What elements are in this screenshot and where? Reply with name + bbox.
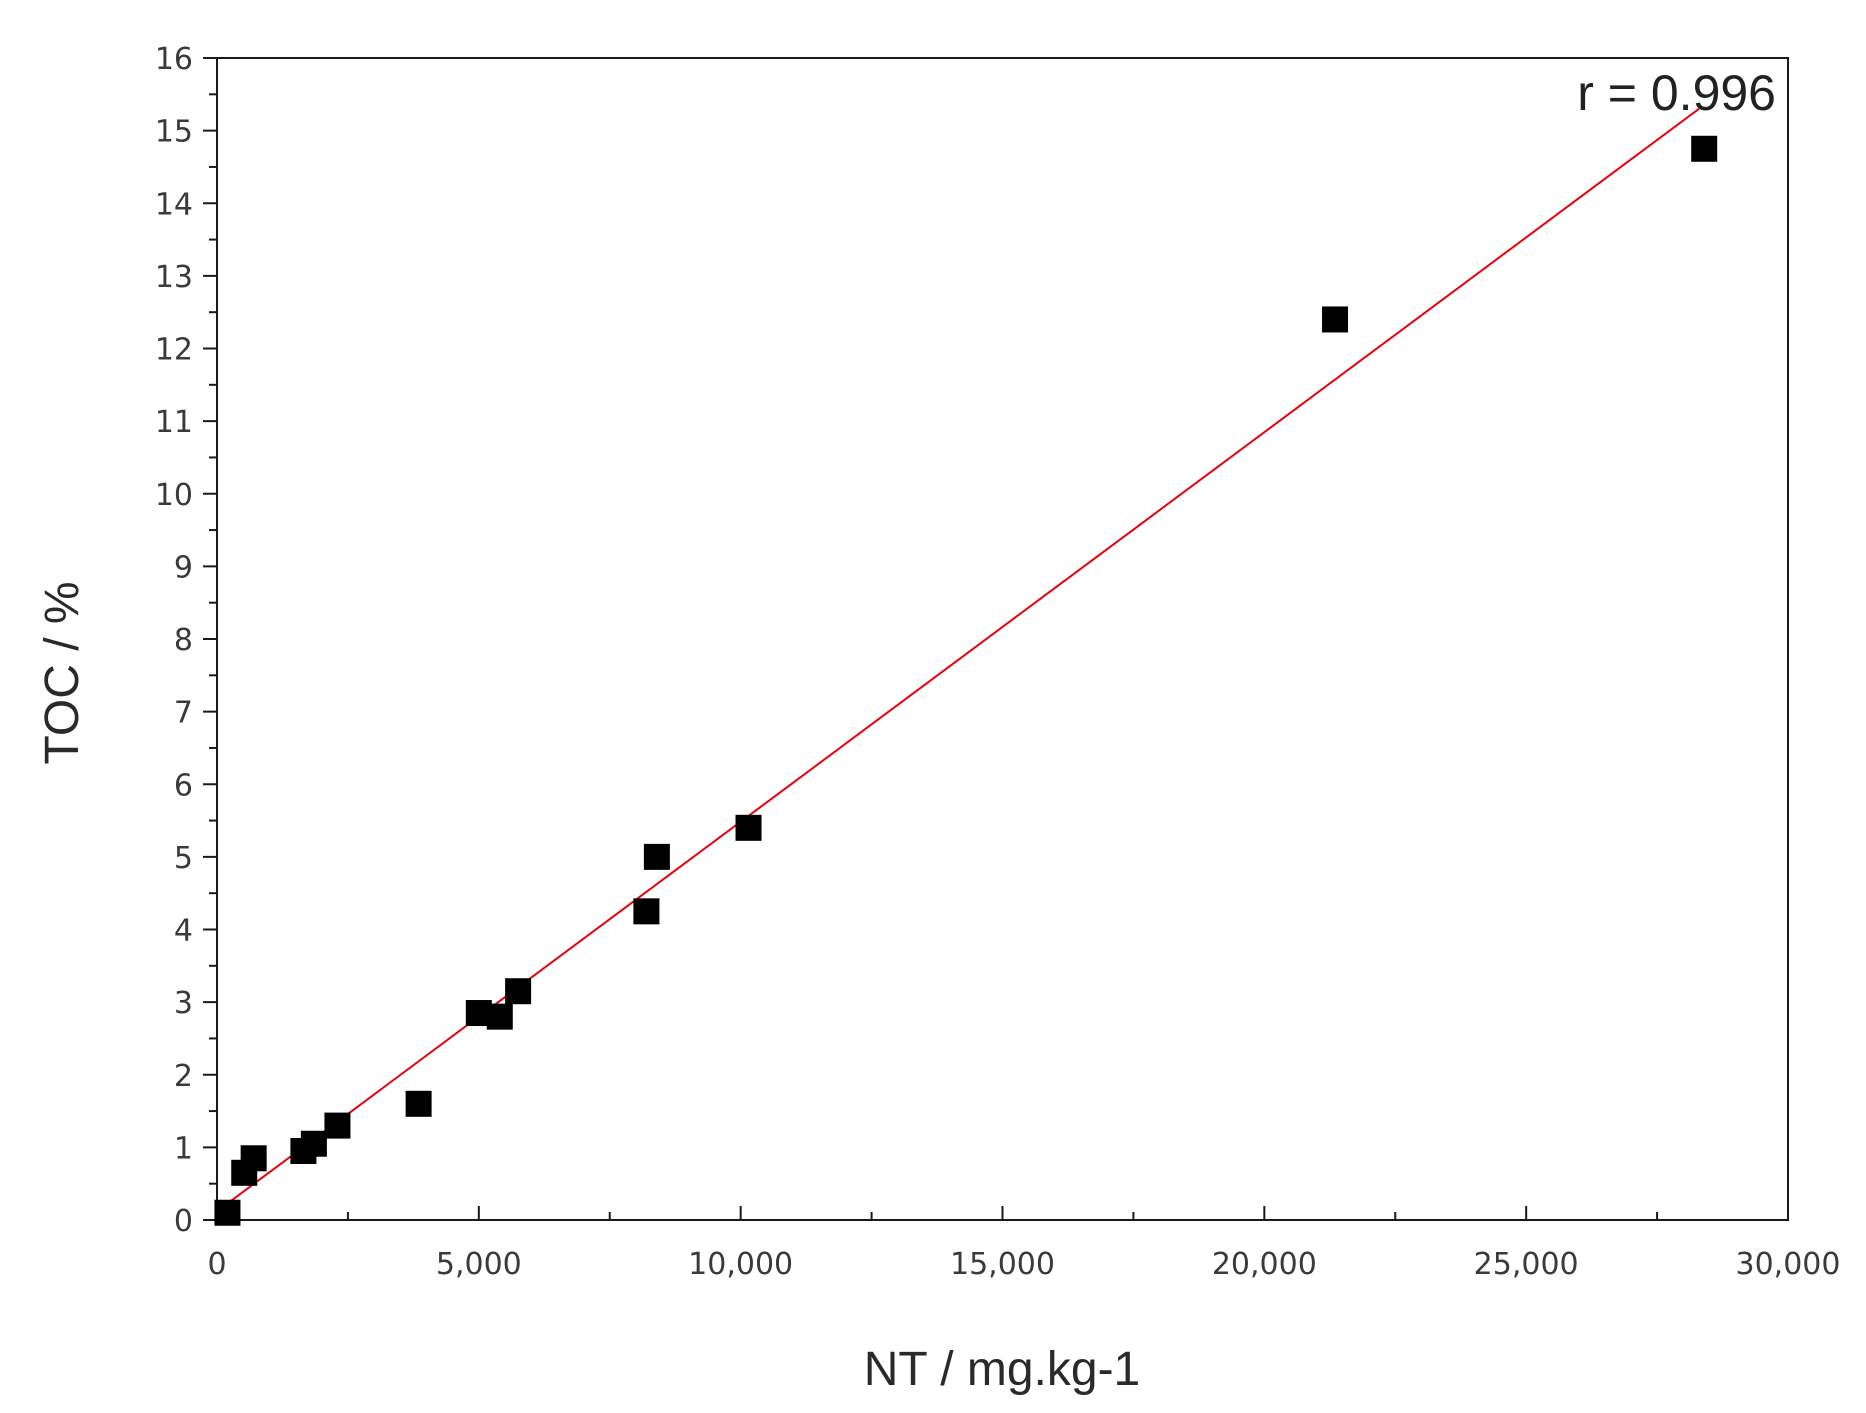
- data-point: [643, 843, 670, 870]
- y-tick-label: 0: [174, 1204, 193, 1239]
- y-tick-label: 1: [174, 1131, 193, 1166]
- y-tick-label: 16: [155, 42, 193, 77]
- data-point: [214, 1199, 241, 1226]
- r-value-annotation: r = 0.996: [1577, 65, 1776, 121]
- y-tick-label: 14: [155, 187, 193, 222]
- y-tick-label: 3: [174, 986, 193, 1021]
- y-tick-label: 7: [174, 696, 193, 731]
- regression-line: [224, 108, 1700, 1207]
- y-tick-label: 4: [174, 914, 193, 949]
- data-point: [300, 1130, 327, 1157]
- data-point: [1691, 135, 1718, 162]
- x-tick-label: 5,000: [436, 1247, 522, 1282]
- fit-line-group: [224, 108, 1700, 1207]
- y-tick-label: 2: [174, 1059, 193, 1094]
- data-points: [214, 135, 1718, 1226]
- y-tick-label: 9: [174, 550, 193, 585]
- data-point: [405, 1090, 432, 1117]
- x-axis-ticks: 0 5,000 10,000 15,000 20,000 25,000 30,000: [207, 1206, 1840, 1282]
- x-tick-label: 25,000: [1474, 1247, 1579, 1282]
- y-tick-label: 8: [174, 623, 193, 658]
- data-point: [240, 1145, 267, 1172]
- x-tick-label: 20,000: [1212, 1247, 1317, 1282]
- data-point: [505, 978, 532, 1005]
- data-point: [324, 1112, 351, 1139]
- y-tick-label: 11: [155, 405, 193, 440]
- data-point: [735, 814, 762, 841]
- x-tick-label: 15,000: [950, 1247, 1055, 1282]
- data-point: [486, 1003, 513, 1030]
- y-tick-label: 5: [174, 841, 193, 876]
- x-tick-label: 0: [207, 1247, 226, 1282]
- y-tick-label: 10: [155, 478, 193, 513]
- x-tick-label: 30,000: [1736, 1247, 1841, 1282]
- y-tick-label: 15: [155, 115, 193, 150]
- y-tick-label: 12: [155, 333, 193, 368]
- y-axis-title: TOC / %: [36, 581, 89, 764]
- x-axis-title: NT / mg.kg-1: [864, 1343, 1141, 1396]
- data-point: [1322, 306, 1349, 333]
- data-point: [633, 898, 660, 925]
- x-tick-label: 10,000: [688, 1247, 793, 1282]
- plot-frame: [216, 57, 1789, 1221]
- y-tick-label: 6: [174, 768, 193, 803]
- y-tick-label: 13: [155, 260, 193, 295]
